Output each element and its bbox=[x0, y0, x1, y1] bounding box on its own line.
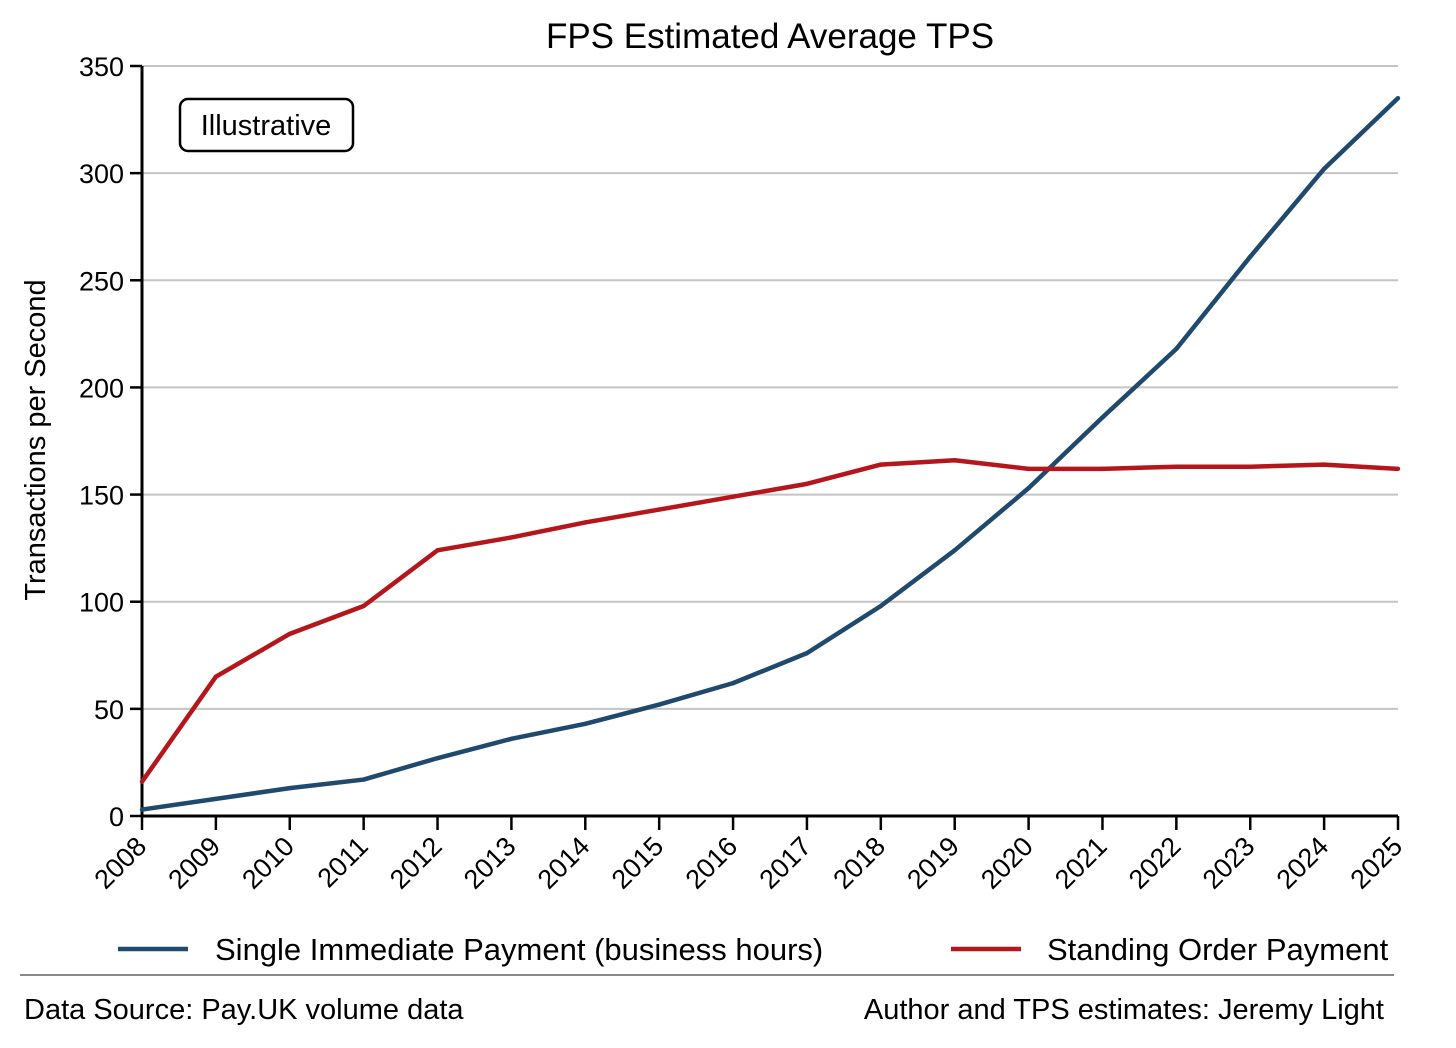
y-tick-label: 150 bbox=[79, 481, 124, 511]
data-point bbox=[1100, 415, 1105, 420]
data-point bbox=[804, 650, 810, 656]
data-point bbox=[730, 494, 736, 499]
data-point bbox=[952, 548, 957, 553]
x-tick-label: 2020 bbox=[975, 831, 1039, 895]
y-tick-label: 200 bbox=[79, 373, 124, 403]
annotation-text: Illustrative bbox=[201, 110, 332, 142]
legend-item: Single Immediate Payment (business hours… bbox=[118, 932, 823, 967]
author-note: Author and TPS estimates: Jeremy Light bbox=[863, 994, 1384, 1026]
series-line-single-immediate-payment bbox=[141, 96, 1400, 812]
data-point bbox=[583, 721, 588, 727]
x-tick-label: 2010 bbox=[236, 831, 300, 895]
data-point bbox=[139, 807, 145, 812]
data-point bbox=[656, 507, 662, 512]
data-point bbox=[952, 458, 957, 463]
x-tick-label: 2014 bbox=[532, 831, 596, 895]
x-tick-label: 2012 bbox=[384, 831, 448, 895]
legend-item: Standing Order Payment bbox=[951, 932, 1389, 967]
data-point bbox=[1026, 485, 1031, 491]
x-tick-label: 2025 bbox=[1345, 831, 1409, 895]
x-tick-label: 2021 bbox=[1049, 831, 1113, 895]
data-point bbox=[509, 535, 514, 540]
data-point bbox=[656, 702, 662, 707]
data-point bbox=[1321, 462, 1327, 467]
data-point bbox=[509, 736, 514, 742]
data-point bbox=[1100, 466, 1105, 472]
data-point bbox=[139, 779, 145, 784]
x-tick-label: 2018 bbox=[827, 831, 891, 895]
legend: Single Immediate Payment (business hours… bbox=[118, 932, 1389, 967]
data-point bbox=[361, 603, 366, 609]
annotation-box bbox=[178, 97, 355, 153]
x-tick-label: 2015 bbox=[606, 831, 670, 895]
y-axis-label: Transactions per Second bbox=[20, 279, 52, 600]
data-point bbox=[1321, 166, 1327, 172]
data-point bbox=[804, 481, 810, 487]
data-point bbox=[1174, 346, 1179, 352]
y-tick-label: 50 bbox=[94, 695, 124, 725]
footer-divider bbox=[20, 974, 1394, 976]
data-point bbox=[435, 755, 440, 761]
y-tick-label: 0 bbox=[109, 802, 124, 832]
data-point bbox=[1026, 466, 1031, 472]
x-tick-label: 2023 bbox=[1197, 831, 1261, 895]
y-tick-label: 300 bbox=[79, 159, 124, 189]
x-tick-label: 2017 bbox=[753, 831, 817, 895]
illustrative-annotation: Illustrative bbox=[178, 97, 355, 153]
chart-title: FPS Estimated Average TPS bbox=[546, 17, 994, 56]
x-tick-label: 2009 bbox=[162, 831, 226, 895]
data-point bbox=[361, 777, 366, 782]
series-lines bbox=[139, 95, 1401, 812]
data-point bbox=[1395, 95, 1401, 101]
x-tick-label: 2016 bbox=[680, 831, 744, 895]
legend-label: Standing Order Payment bbox=[1047, 932, 1389, 967]
x-tick-label: 2008 bbox=[89, 831, 153, 895]
data-point bbox=[287, 631, 292, 637]
data-point bbox=[583, 520, 588, 525]
data-point bbox=[213, 796, 219, 802]
data-source-note: Data Source: Pay.UK volume data bbox=[24, 994, 464, 1026]
data-point bbox=[730, 680, 736, 686]
x-tick-label: 2024 bbox=[1271, 831, 1335, 895]
y-tick-label: 250 bbox=[79, 266, 124, 296]
data-point bbox=[213, 674, 219, 679]
gridlines bbox=[142, 65, 1398, 710]
x-tick-label: 2019 bbox=[901, 831, 965, 895]
y-tick-label: 350 bbox=[79, 52, 124, 82]
data-point bbox=[287, 785, 292, 791]
series-line-standing-order-payment bbox=[140, 458, 1399, 784]
data-point bbox=[878, 462, 884, 467]
y-tick-label: 100 bbox=[79, 588, 124, 618]
data-point bbox=[1248, 254, 1253, 259]
x-tick-label: 2022 bbox=[1123, 831, 1187, 895]
data-point bbox=[1248, 464, 1253, 469]
x-tick-label: 2013 bbox=[458, 831, 522, 895]
x-tick-label: 2011 bbox=[312, 831, 374, 893]
data-point bbox=[1395, 466, 1401, 472]
data-point bbox=[1174, 464, 1179, 469]
legend-label: Single Immediate Payment (business hours… bbox=[215, 932, 823, 967]
data-point bbox=[435, 548, 440, 553]
data-point bbox=[878, 603, 884, 609]
